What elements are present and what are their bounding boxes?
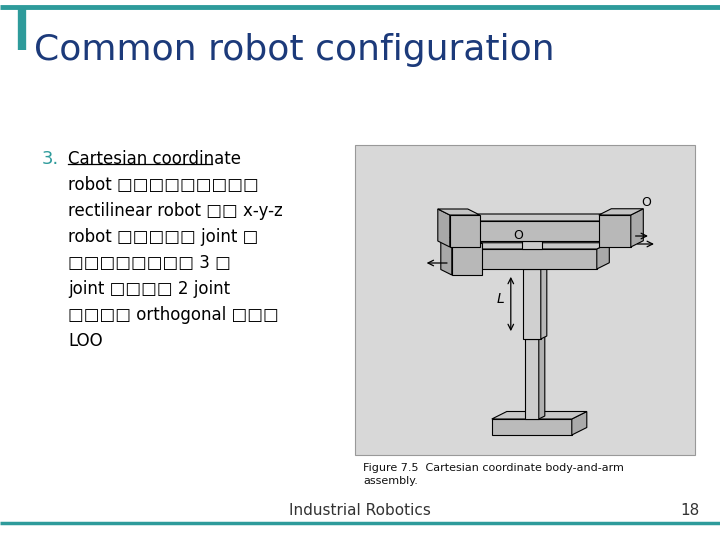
Text: Industrial Robotics: Industrial Robotics <box>289 503 431 518</box>
Text: Cartesian coordinate: Cartesian coordinate <box>68 150 241 168</box>
Text: O: O <box>641 196 651 209</box>
Polygon shape <box>539 336 545 419</box>
Text: O: O <box>513 229 523 242</box>
Text: Figure 7.5  Cartesian coordinate body-and-arm: Figure 7.5 Cartesian coordinate body-and… <box>363 463 624 473</box>
Text: assembly.: assembly. <box>363 476 418 486</box>
Polygon shape <box>597 243 609 269</box>
Text: □□□□□□□□ 3 □: □□□□□□□□ 3 □ <box>68 254 231 272</box>
Polygon shape <box>492 411 587 419</box>
Text: LOO: LOO <box>68 332 103 350</box>
Polygon shape <box>525 339 539 419</box>
Text: robot □□□□□□□□□: robot □□□□□□□□□ <box>68 176 258 194</box>
Text: 18: 18 <box>680 503 700 518</box>
Polygon shape <box>492 419 572 435</box>
Polygon shape <box>465 221 615 241</box>
Polygon shape <box>438 209 480 215</box>
Text: □□□□ orthogonal □□□: □□□□ orthogonal □□□ <box>68 306 279 324</box>
Polygon shape <box>615 214 629 241</box>
Polygon shape <box>631 209 643 247</box>
Text: Common robot configuration: Common robot configuration <box>34 33 554 67</box>
Polygon shape <box>452 243 482 275</box>
Text: L: L <box>497 292 505 306</box>
Polygon shape <box>523 269 541 339</box>
Polygon shape <box>450 215 480 247</box>
Polygon shape <box>438 209 450 247</box>
Polygon shape <box>467 243 609 249</box>
Polygon shape <box>599 209 643 215</box>
Polygon shape <box>522 241 541 249</box>
Text: rectilinear robot □□ x-y-z: rectilinear robot □□ x-y-z <box>68 202 283 220</box>
Polygon shape <box>467 249 597 269</box>
Polygon shape <box>441 238 482 243</box>
Text: robot □□□□□ joint □: robot □□□□□ joint □ <box>68 228 258 246</box>
Polygon shape <box>572 411 587 435</box>
Text: joint □□□□ 2 joint: joint □□□□ 2 joint <box>68 280 230 298</box>
Bar <box>355 145 695 455</box>
Text: 3.: 3. <box>42 150 59 168</box>
Polygon shape <box>599 215 631 247</box>
Polygon shape <box>441 238 452 275</box>
Polygon shape <box>465 214 629 221</box>
Polygon shape <box>541 266 546 339</box>
